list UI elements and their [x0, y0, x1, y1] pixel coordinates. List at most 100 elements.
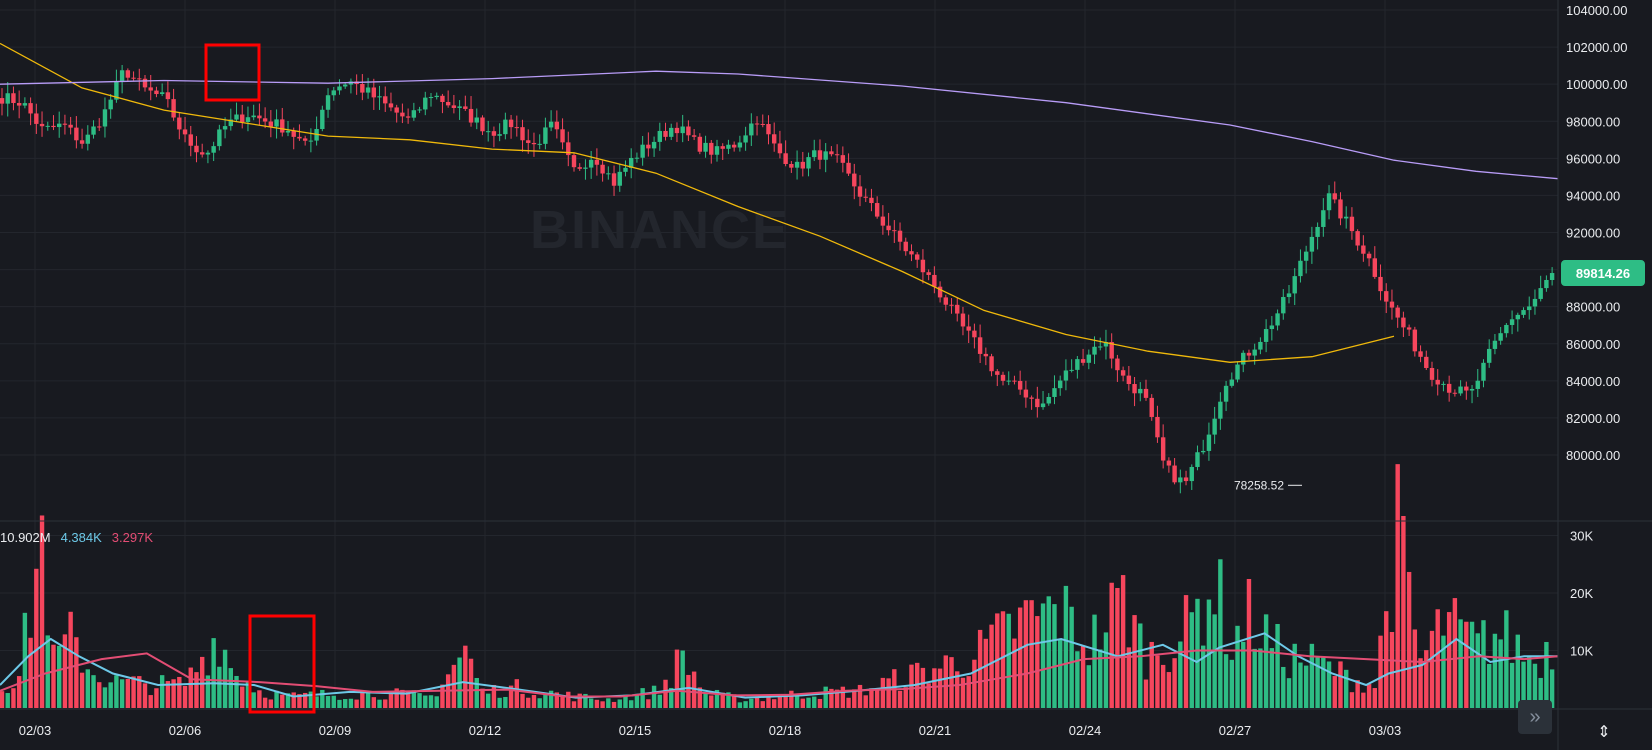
candle-body	[651, 141, 657, 149]
volume-bar	[754, 697, 760, 708]
volume-bar	[1235, 625, 1240, 708]
candle-body	[932, 274, 937, 287]
candle-body	[337, 86, 342, 91]
volume-bar	[1441, 635, 1446, 708]
volume-bar	[68, 611, 73, 708]
candle-body	[1172, 465, 1177, 483]
volume-bar	[200, 656, 205, 708]
candle-body	[629, 157, 634, 168]
volume-bar	[320, 689, 325, 708]
candle-body	[1263, 329, 1269, 342]
volume-bar	[1052, 604, 1057, 708]
candle-body	[1069, 369, 1074, 371]
candle-body	[285, 130, 291, 133]
date-tick-label: 02/15	[619, 723, 652, 738]
candle-body	[852, 173, 857, 187]
volume-bar	[674, 649, 680, 708]
volume-bar	[1292, 643, 1297, 708]
candle-body	[1549, 273, 1555, 280]
candle-body	[51, 125, 56, 128]
candle-body	[0, 98, 5, 104]
candle-body	[62, 123, 68, 125]
candle-body	[468, 108, 474, 123]
candle-body	[234, 114, 239, 120]
volume-bar	[1395, 464, 1400, 708]
volume-bar	[1309, 643, 1315, 708]
volume-bar	[354, 699, 359, 708]
candle-body	[1366, 253, 1372, 259]
volume-bar	[1126, 647, 1132, 708]
volume-bar	[1138, 623, 1143, 708]
candle-body	[1372, 258, 1377, 277]
candle-body	[520, 127, 525, 141]
price-axis[interactable]: 104000.00 102000.00 100000.00 98000.00 96000…	[1566, 3, 1627, 463]
volume-bar	[182, 685, 188, 708]
candle-body	[297, 136, 302, 139]
volume-bar	[434, 696, 439, 708]
volume-bar	[1046, 596, 1051, 708]
volume-bar	[1464, 621, 1469, 708]
volume-bar	[159, 675, 165, 708]
volume-axis[interactable]: 30K 20K 10K	[1570, 529, 1593, 659]
candle-body	[823, 151, 828, 160]
volume-bar	[360, 692, 365, 708]
auto-scale-icon[interactable]: ⇕	[1597, 724, 1611, 741]
scroll-to-realtime-button[interactable]: »	[1518, 700, 1552, 734]
candle-body	[251, 115, 256, 118]
candle-body	[262, 118, 268, 122]
volume-bar	[291, 692, 296, 708]
candle-body	[1532, 298, 1538, 307]
candle-body	[1384, 291, 1389, 302]
volume-bar	[217, 666, 222, 708]
volume-bar	[148, 695, 153, 708]
volume-bar	[1509, 662, 1515, 708]
candle-body	[995, 371, 1000, 375]
candle-body	[777, 143, 783, 154]
candle-body	[1326, 193, 1332, 211]
volume-bar	[171, 679, 176, 708]
candle-body	[806, 157, 811, 169]
candle-body	[411, 110, 417, 118]
candle-body	[383, 96, 388, 104]
volume-bar	[1429, 630, 1435, 708]
time-axis[interactable]: 02/03 02/06 02/09 02/12 02/15 02/18 02/21 02/24…	[19, 723, 1402, 738]
volume-bar	[222, 649, 228, 708]
price-tick-label: 96000.00	[1566, 151, 1620, 166]
volume-bar	[1023, 600, 1029, 708]
candle-body	[1515, 314, 1520, 320]
volume-bar	[560, 695, 565, 708]
candle-body	[926, 272, 931, 275]
candle-body	[588, 159, 594, 168]
volume-bar	[1241, 641, 1246, 708]
volume-bar	[34, 568, 39, 708]
volume-bar	[245, 681, 251, 708]
volume-bar	[211, 638, 216, 708]
candle-body	[1195, 452, 1200, 467]
volume-bar	[314, 696, 319, 708]
candle-body	[497, 134, 502, 136]
candle-body	[200, 152, 205, 155]
candle-body	[1109, 342, 1114, 359]
volume-bar	[1263, 614, 1269, 708]
candle-body	[1406, 327, 1412, 330]
volume-bar	[131, 676, 136, 708]
volume-bar	[526, 697, 531, 708]
candle-body	[514, 127, 519, 129]
volume-bar	[817, 698, 823, 708]
volume-bar	[85, 669, 90, 708]
volume-bar	[1275, 624, 1280, 708]
candle-body	[691, 135, 697, 137]
volume-bar	[1498, 639, 1503, 708]
candle-body	[949, 304, 954, 306]
candle-body	[1452, 392, 1458, 394]
volume-bar	[1406, 571, 1412, 708]
volume-bar	[571, 701, 577, 708]
candle-body	[480, 117, 485, 132]
volume-bar	[651, 685, 657, 708]
candle-body	[1332, 193, 1337, 200]
volume-bar	[411, 690, 417, 708]
candle-body	[1469, 388, 1475, 391]
volume-bar	[829, 688, 834, 708]
